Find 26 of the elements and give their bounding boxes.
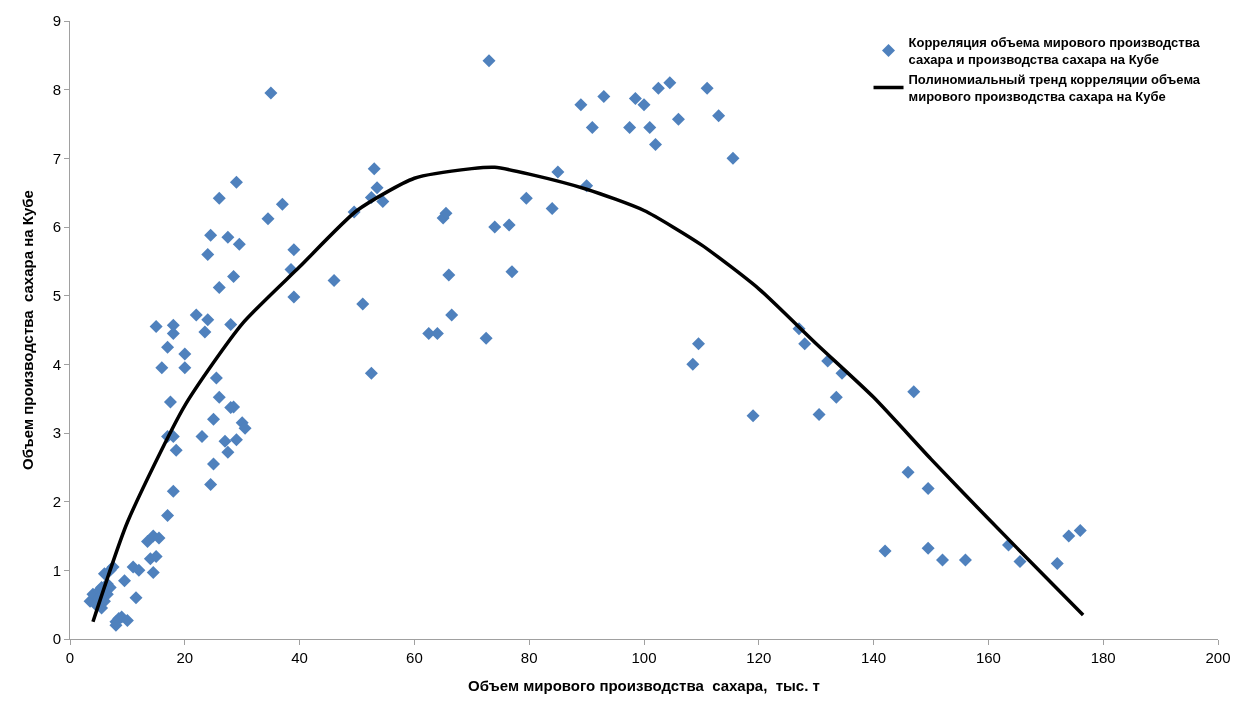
legend-label: Полиномиальный тренд корреляции объема мирового производства сахара на Кубе — [908, 72, 1201, 104]
y-tick-label: 0 — [52, 630, 61, 648]
legend-label: Корреляция объема мирового производства сахара и производства сахара на Кубе — [908, 35, 1201, 68]
y-tick-label: 8 — [52, 80, 61, 98]
x-tick-label: 40 — [291, 649, 308, 666]
x-tick-label: 0 — [65, 649, 75, 666]
x-tick-label: 180 — [1090, 649, 1116, 666]
y-tick-label: 1 — [52, 561, 61, 579]
x-tick-label: 100 — [631, 649, 657, 666]
x-tick-label: 60 — [406, 649, 423, 666]
x-tick-label: 200 — [1205, 649, 1231, 666]
y-tick-label: 5 — [52, 286, 61, 304]
x-tick-label: 20 — [176, 649, 194, 666]
line-series — [91, 165, 1085, 624]
y-axis-title: Объем производства сахара на Кубе — [18, 190, 36, 470]
x-tick-label: 140 — [861, 649, 887, 666]
x-tick-label: 80 — [520, 649, 538, 666]
y-tick-label: 4 — [52, 355, 61, 373]
x-axis-title: Объем мирового производства сахара, тыс. т — [468, 677, 820, 694]
y-tick-label: 6 — [52, 218, 61, 236]
y-tick-label: 9 — [52, 12, 61, 30]
x-tick-label: 160 — [975, 649, 1001, 666]
x-tick-label: 120 — [746, 649, 772, 666]
y-tick-label: 7 — [52, 149, 61, 167]
y-tick-label: 2 — [52, 492, 61, 510]
y-tick-label: 3 — [52, 424, 61, 442]
